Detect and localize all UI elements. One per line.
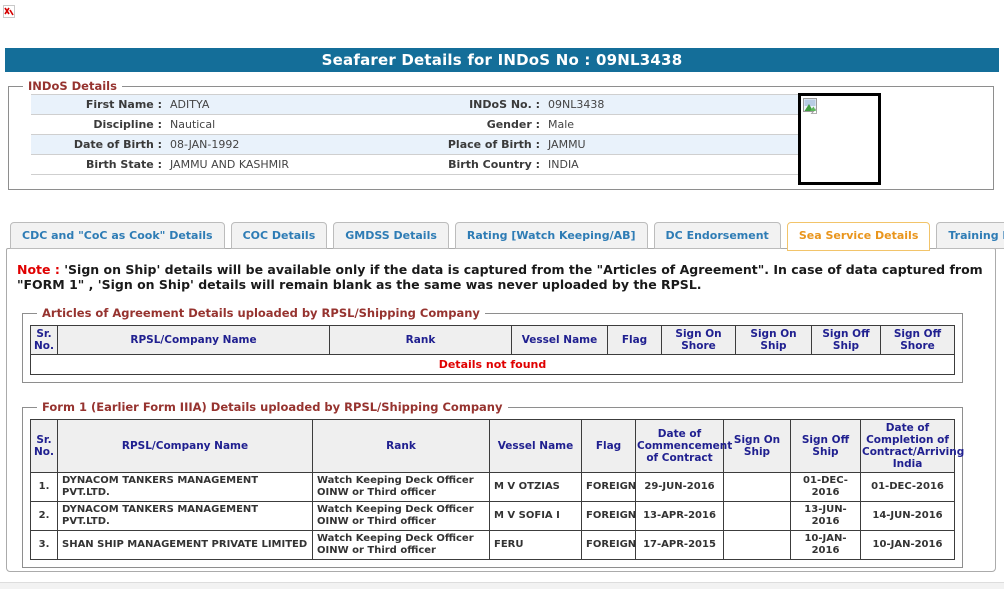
form1-cell-sign-on-ship [723,501,791,531]
form1-row-3: 3. SHAN SHIP MANAGEMENT PRIVATE LIMITED … [30,530,955,560]
articles-header-rank: Rank [329,325,512,355]
form1-legend: Form 1 (Earlier Form IIIA) Details uploa… [37,400,508,414]
form1-cell-rank: Watch Keeping Deck Officer OINW or Third… [312,530,490,560]
form1-cell-rank: Watch Keeping Deck Officer OINW or Third… [312,501,490,531]
articles-of-agreement-table: Sr. No. RPSL/Company Name Rank Vessel Na… [30,325,955,375]
sea-service-details-panel: Note : 'Sign on Ship' details will be av… [6,248,996,572]
form1-header-date-completion: Date of Completion of Contract/Arriving … [860,419,964,473]
form1-header-rank: Rank [312,419,490,473]
form1-cell-vessel-name: M V OTZIAS [489,472,582,502]
form1-cell-date-completion: 14-JUN-2016 [860,501,955,531]
page-bottom-edge [0,582,1004,589]
tab-rating-watch-keeping-ab[interactable]: Rating [Watch Keeping/AB] [454,222,648,249]
tab-dc-endorsement[interactable]: DC Endorsement [653,222,781,249]
form1-cell-sign-off-ship: 10-JAN-2016 [790,530,861,560]
articles-header-sign-on-ship: Sign On Ship [735,325,812,355]
articles-header-row: Sr. No. RPSL/Company Name Rank Vessel Na… [30,325,955,355]
articles-of-agreement-fieldset: Articles of Agreement Details uploaded b… [22,306,963,383]
form1-cell-company-name: DYNACOM TANKERS MANAGEMENT PVT.LTD. [57,472,313,502]
form1-cell-company-name: SHAN SHIP MANAGEMENT PRIVATE LIMITED [57,530,313,560]
form1-cell-date-completion: 10-JAN-2016 [860,530,955,560]
form1-cell-date-completion: 01-DEC-2016 [860,472,955,502]
form1-cell-vessel-name: M V SOFIA I [489,501,582,531]
form1-cell-sign-off-ship: 01-DEC-2016 [790,472,861,502]
gender-label: Gender : [486,118,540,131]
date-of-birth-label: Date of Birth : [73,138,162,151]
form1-cell-flag: FOREIGN [581,530,636,560]
note-prefix: Note : [17,262,60,277]
tab-coc-details[interactable]: COC Details [230,222,328,249]
discipline-value: Nautical [170,118,216,131]
form1-fieldset: Form 1 (Earlier Form IIIA) Details uploa… [22,400,964,568]
form1-header-sign-on-ship: Sign On Ship [723,419,791,473]
date-of-birth-value: 08-JAN-1992 [170,138,240,151]
gender-value: Male [548,118,575,131]
indos-row-first-name: First Name : ADITYA INDoS No. : 09NL3438 [31,95,798,115]
indos-row-discipline: Discipline : Nautical Gender : Male [31,115,798,135]
form1-header-row: Sr. No. RPSL/Company Name Rank Vessel Na… [30,419,964,473]
form1-cell-sr-no: 3. [30,530,58,560]
articles-header-sign-off-ship: Sign Off Ship [811,325,881,355]
form1-cell-date-commencement: 29-JUN-2016 [635,472,724,502]
form1-cell-flag: FOREIGN [581,501,636,531]
photo-missing-icon [803,98,817,114]
articles-header-sign-on-shore: Sign On Shore [661,325,736,355]
note-body: 'Sign on Ship' details will be available… [17,262,983,292]
form1-header-company-name: RPSL/Company Name [57,419,313,473]
note-text: Note : 'Sign on Ship' details will be av… [17,262,985,292]
indos-details-legend: INDoS Details [23,79,122,93]
indos-row-birth-state: Birth State : JAMMU AND KASHMIR Birth Co… [31,155,798,175]
articles-empty-row: Details not found [30,354,955,375]
form1-row-2: 2. DYNACOM TANKERS MANAGEMENT PVT.LTD. W… [30,501,955,531]
birth-state-value: JAMMU AND KASHMIR [170,158,290,171]
form1-cell-company-name: DYNACOM TANKERS MANAGEMENT PVT.LTD. [57,501,313,531]
form1-header-sr-no: Sr. No. [30,419,58,473]
form1-cell-sr-no: 2. [30,501,58,531]
form1-cell-date-commencement: 17-APR-2015 [635,530,724,560]
form1-cell-rank: Watch Keeping Deck Officer OINW or Third… [312,472,490,502]
details-not-found-message: Details not found [30,354,955,375]
birth-state-label: Birth State : [85,158,162,171]
articles-header-sign-off-shore: Sign Off Shore [880,325,955,355]
seafarer-photo-placeholder [798,93,881,185]
form1-cell-date-commencement: 13-APR-2016 [635,501,724,531]
indos-no-label: INDoS No. : [469,98,540,111]
tab-training-details[interactable]: Training Details [936,222,1004,249]
birth-country-label: Birth Country : [448,158,540,171]
articles-header-company-name: RPSL/Company Name [57,325,330,355]
form1-header-sign-off-ship: Sign Off Ship [790,419,861,473]
place-of-birth-value: JAMMU [548,138,586,151]
articles-of-agreement-legend: Articles of Agreement Details uploaded b… [37,306,485,320]
form1-cell-sign-on-ship [723,530,791,560]
form1-header-date-commencement: Date of Commencement of Contract [635,419,732,473]
form1-cell-sign-on-ship [723,472,791,502]
form1-table: Sr. No. RPSL/Company Name Rank Vessel Na… [30,419,964,560]
discipline-label: Discipline : [93,118,162,131]
indos-details-rows: First Name : ADITYA INDoS No. : 09NL3438… [31,94,798,175]
form1-header-flag: Flag [581,419,636,473]
indos-row-birth-date: Date of Birth : 08-JAN-1992 Place of Bir… [31,135,798,155]
form1-cell-vessel-name: FERU [489,530,582,560]
tab-cdc-coc-as-cook-details[interactable]: CDC and "CoC as Cook" Details [10,222,225,249]
birth-country-value: INDIA [548,158,579,171]
place-of-birth-label: Place of Birth : [447,138,540,151]
page-title: Seafarer Details for INDoS No : 09NL3438 [5,48,999,72]
articles-header-vessel-name: Vessel Name [511,325,608,355]
articles-header-sr-no: Sr. No. [30,325,58,355]
form1-cell-sign-off-ship: 13-JUN-2016 [790,501,861,531]
tab-sea-service-details[interactable]: Sea Service Details [786,222,931,251]
broken-image-icon [3,3,15,18]
first-name-value: ADITYA [170,98,210,111]
first-name-label: First Name : [85,98,162,111]
indos-no-value: 09NL3438 [548,98,605,111]
form1-cell-flag: FOREIGN [581,472,636,502]
form1-cell-sr-no: 1. [30,472,58,502]
tab-bar: CDC and "CoC as Cook" Details COC Detail… [10,222,1004,251]
form1-header-vessel-name: Vessel Name [489,419,582,473]
form1-row-1: 1. DYNACOM TANKERS MANAGEMENT PVT.LTD. W… [30,472,955,502]
articles-header-flag: Flag [607,325,662,355]
tab-gmdss-details[interactable]: GMDSS Details [333,222,449,249]
